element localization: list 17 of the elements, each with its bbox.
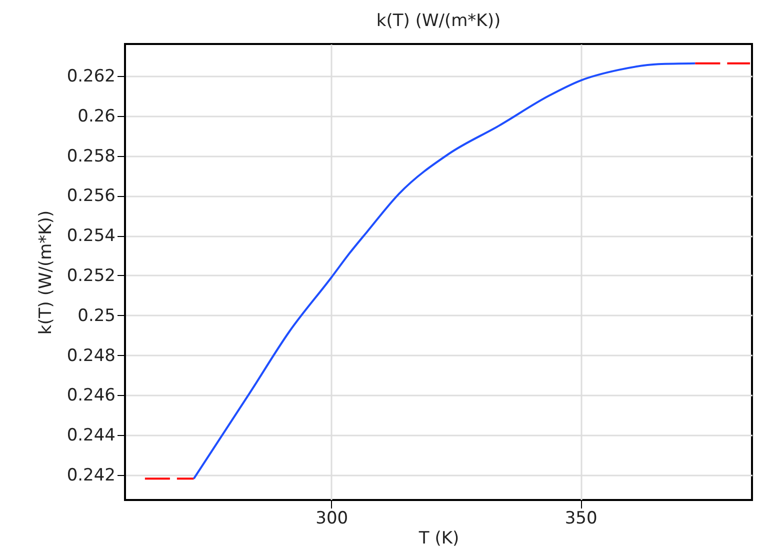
y-tick-label: 0.262: [66, 66, 116, 86]
y-tick-label: 0.258: [66, 146, 116, 166]
x-axis-title: T (K): [418, 528, 460, 548]
y-tick-label: 0.256: [66, 186, 116, 206]
y-axis-title: k(T) (W/(m*K)): [36, 210, 56, 335]
y-tick-label: 0.248: [66, 346, 116, 366]
y-tick-label: 0.254: [66, 226, 116, 246]
y-tick-label: 0.244: [66, 426, 116, 446]
line-series: [192, 62, 696, 480]
y-tick-label: 0.25: [78, 306, 116, 326]
y-tick-label: 0.242: [66, 466, 116, 486]
chart-title: k(T) (W/(m*K)): [376, 11, 501, 31]
y-tick-label: 0.252: [66, 266, 116, 286]
y-tick-label: 0.246: [66, 386, 116, 406]
x-tick-label: 300: [316, 508, 348, 528]
x-tick-label: 350: [564, 508, 598, 528]
y-tick-label: 0.26: [78, 106, 116, 126]
